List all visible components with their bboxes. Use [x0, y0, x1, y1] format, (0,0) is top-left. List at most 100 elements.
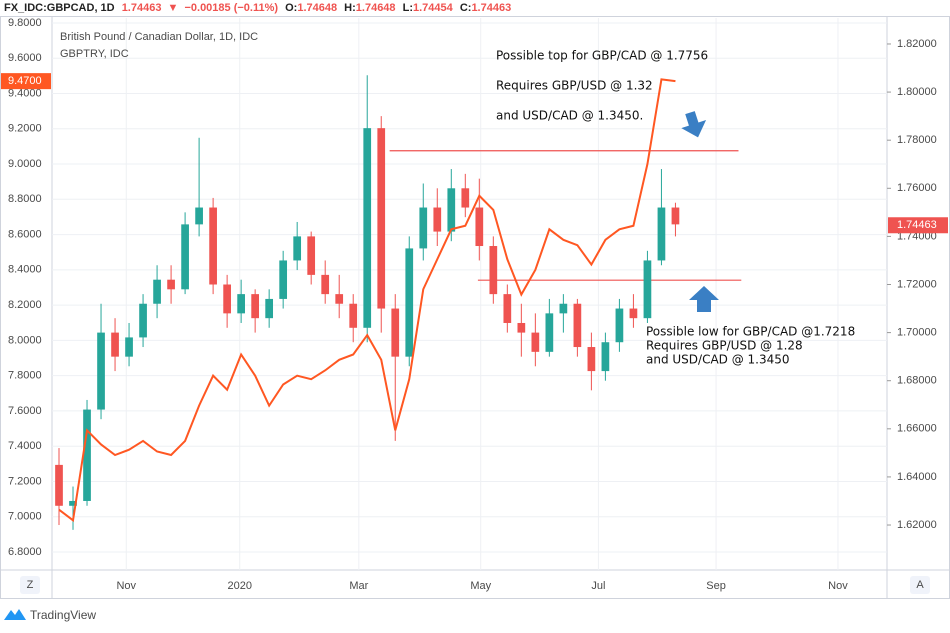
- x-tick-label: Nov: [828, 580, 848, 592]
- y2-tick-label: 1.68000: [897, 375, 937, 387]
- x-tick-label: Sep: [706, 580, 726, 592]
- y2-tick-label: 1.76000: [897, 182, 937, 194]
- y-tick-label: 6.8000: [8, 546, 42, 558]
- candle-body: [279, 260, 288, 299]
- candle-body: [629, 308, 638, 319]
- y-tick-label: 8.2000: [8, 299, 42, 311]
- candle-body: [657, 207, 666, 261]
- y-tick-label: 8.6000: [8, 228, 42, 240]
- change: −0.00185 (−0.11%): [184, 2, 278, 14]
- annotation: and USD/CAD @ 1.3450: [646, 353, 790, 367]
- annotation: and USD/CAD @ 1.3450.: [496, 109, 643, 123]
- price-tag: [1, 73, 51, 90]
- y-tick-label: 7.4000: [8, 440, 42, 452]
- legend-entry: GBPTRY, IDC: [60, 48, 129, 60]
- y-tick-label: 7.0000: [8, 511, 42, 523]
- annotation: Possible top for GBP/CAD @ 1.7756: [496, 49, 708, 63]
- arrow-up: [689, 286, 719, 312]
- candle-body: [475, 207, 484, 247]
- candle-body: [125, 337, 133, 357]
- y2-tick-label: 1.66000: [897, 423, 937, 435]
- last: 1.74463: [122, 2, 162, 14]
- candle-body: [55, 464, 63, 506]
- candle-body: [405, 248, 414, 357]
- y-tick-label: 8.0000: [8, 334, 42, 346]
- header: FX_IDC:GBPCAD, 1D 1.74463 ▼ −0.00185 (−0…: [4, 2, 511, 14]
- line: [58, 78, 676, 523]
- x-tick-label: 2020: [227, 580, 251, 592]
- candle-body: [167, 279, 175, 290]
- brand: TradingView: [30, 608, 96, 622]
- y2-tick-label: 1.74000: [897, 230, 937, 242]
- ohlc-val: 1.74454: [413, 2, 454, 14]
- arrow-down: [681, 111, 707, 138]
- x-tick-label: Jul: [591, 580, 605, 592]
- x-tick-label: Mar: [349, 580, 368, 592]
- candle-body: [97, 332, 105, 410]
- y-tick-label: 9.2000: [8, 123, 42, 135]
- candle-body: [69, 500, 77, 506]
- candle-body: [223, 284, 231, 314]
- candle-body: [335, 294, 344, 304]
- logo: [4, 609, 26, 620]
- candle-body: [139, 303, 147, 338]
- y-tick-label: 9.4000: [8, 87, 42, 99]
- ohlc-key: O:: [285, 2, 297, 14]
- ohlc-key: H:: [344, 2, 356, 14]
- candle-body: [195, 207, 203, 225]
- button[interactable]: [910, 576, 930, 594]
- candle-body: [461, 188, 470, 208]
- ohlc-val: 1.74648: [356, 2, 396, 14]
- y-tick-label: 8.4000: [8, 264, 42, 276]
- candle-body: [363, 128, 372, 328]
- candle-body: [433, 207, 442, 232]
- annotation: Requires GBP/USD @ 1.28: [646, 339, 803, 353]
- candle-body: [587, 347, 596, 372]
- candle-body: [503, 294, 512, 323]
- candle-body: [419, 207, 428, 249]
- button-label[interactable]: Z: [27, 579, 34, 591]
- y2-tick-label: 1.72000: [897, 278, 937, 290]
- candle-body: [349, 303, 358, 328]
- price-tag-label: 1.74463: [897, 219, 937, 231]
- candle-body: [531, 332, 540, 352]
- y-tick-label: 8.8000: [8, 193, 42, 205]
- plot: [55, 75, 742, 530]
- y2-tick-label: 1.78000: [897, 134, 937, 146]
- candle-body: [671, 207, 680, 225]
- legend-entry: British Pound / Canadian Dollar, 1D, IDC: [60, 31, 258, 43]
- y-tick-label: 7.6000: [8, 405, 42, 417]
- x-tick-label: May: [470, 580, 491, 592]
- x-tick-label: Nov: [116, 580, 136, 592]
- y-tick-label: 9.8000: [8, 17, 42, 29]
- candle-body: [251, 294, 259, 319]
- button[interactable]: [20, 576, 40, 594]
- annotation: Requires GBP/USD @ 1.32: [496, 79, 653, 93]
- ohlc-val: 1.74463: [471, 2, 511, 14]
- candle-body: [293, 236, 302, 261]
- candle-body: [181, 224, 189, 290]
- candle-body: [307, 236, 316, 275]
- candle-body: [447, 188, 456, 232]
- y2-tick-label: 1.64000: [897, 471, 937, 483]
- y-tick-label: 7.2000: [8, 475, 42, 487]
- candle-body: [643, 260, 652, 319]
- grid: [52, 18, 887, 570]
- ohlc-key: L:: [403, 2, 413, 14]
- y-tick-label: 7.8000: [8, 370, 42, 382]
- candle-body: [265, 298, 274, 319]
- ohlc-val: 1.74648: [297, 2, 337, 14]
- y2-tick-label: 1.70000: [897, 327, 937, 339]
- button-label[interactable]: A: [916, 579, 924, 591]
- candle-body: [83, 409, 91, 501]
- candle-body: [321, 274, 330, 295]
- candle-body: [111, 332, 119, 357]
- candle-body: [517, 322, 526, 333]
- price-tag: [888, 217, 948, 234]
- ohlc-key: C:: [460, 2, 472, 14]
- candle-body: [573, 303, 582, 348]
- arrow: ▼: [168, 2, 179, 14]
- candle-body: [545, 313, 554, 352]
- candle-body: [209, 207, 217, 285]
- candle-body: [615, 308, 624, 343]
